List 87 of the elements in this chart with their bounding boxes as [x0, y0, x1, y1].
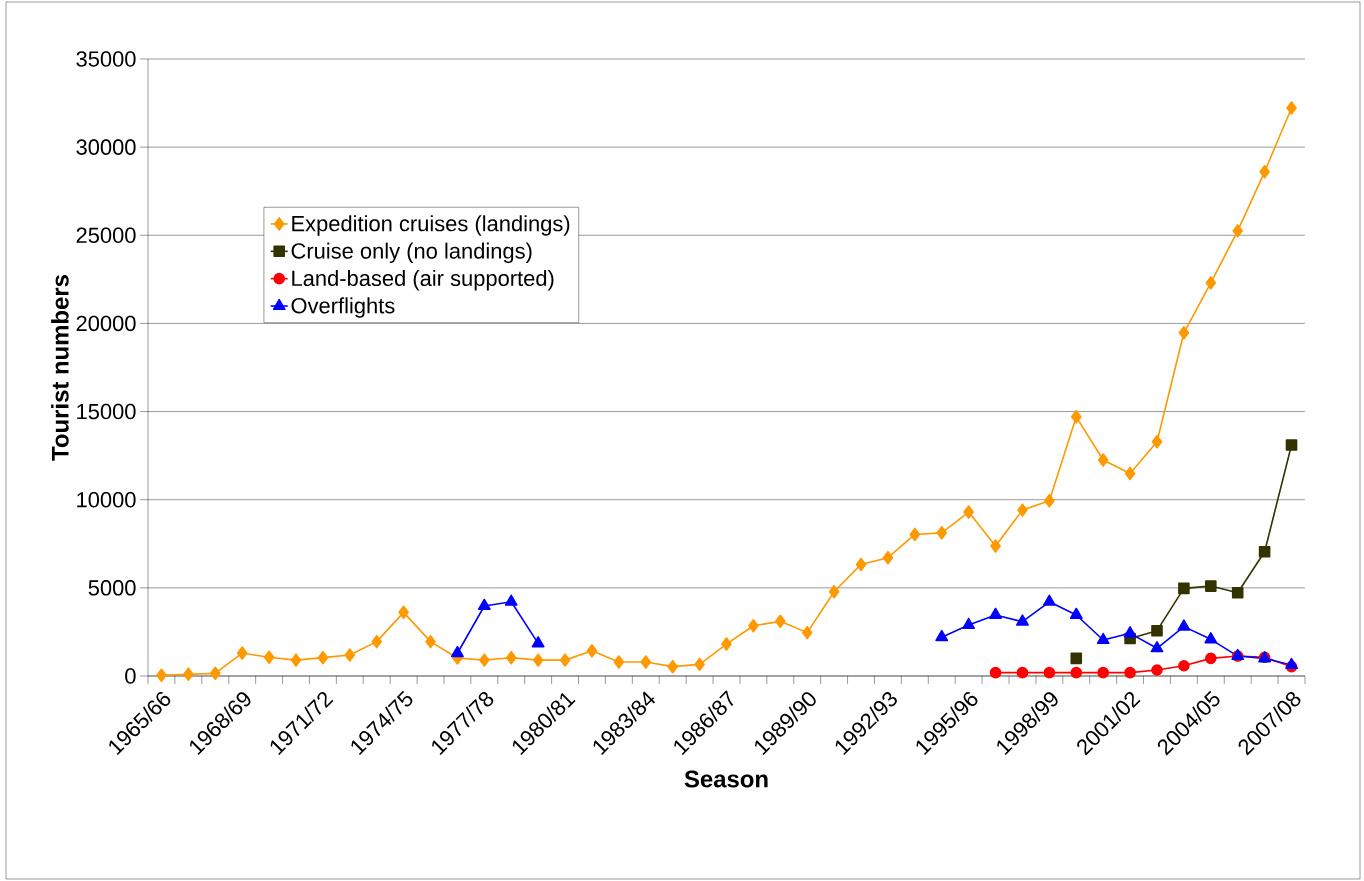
point	[532, 653, 544, 667]
point	[1286, 101, 1297, 115]
point	[855, 557, 867, 572]
point	[1178, 659, 1190, 672]
point	[1285, 439, 1298, 451]
point	[317, 650, 329, 665]
y-tick-label: 25000	[76, 227, 136, 244]
point	[371, 634, 383, 649]
point	[801, 625, 813, 640]
point	[1123, 626, 1137, 638]
point	[828, 584, 840, 599]
point	[1097, 453, 1109, 467]
legend-label: Cruise only (no landings)	[291, 242, 532, 264]
point	[936, 526, 948, 540]
point	[156, 668, 167, 683]
point	[1124, 466, 1136, 481]
point	[667, 659, 678, 674]
point	[236, 646, 248, 660]
legend-label: Expedition cruises (landings)	[292, 215, 570, 236]
point	[505, 650, 517, 665]
x-axis-title: Season	[684, 770, 768, 788]
point	[183, 667, 194, 682]
point	[1205, 652, 1217, 665]
point	[1177, 619, 1191, 631]
y-axis-title: Tourist numbers	[51, 275, 69, 461]
point	[775, 614, 786, 629]
y-tick-label: 35000	[76, 51, 136, 67]
legend-label: Overflights	[291, 297, 395, 318]
point	[1204, 632, 1218, 644]
point	[1016, 666, 1029, 679]
point	[398, 605, 409, 620]
point	[1070, 652, 1083, 665]
point	[1178, 582, 1190, 595]
point	[962, 617, 976, 630]
point	[1096, 632, 1110, 645]
point	[989, 666, 1002, 679]
y-tick-label: 30000	[76, 139, 136, 155]
point	[640, 655, 652, 669]
point	[1097, 666, 1109, 679]
point	[1069, 607, 1083, 620]
y-tick-label: 10000	[77, 491, 136, 508]
point	[1070, 410, 1082, 424]
point	[748, 618, 759, 633]
point	[209, 666, 221, 681]
point	[479, 653, 490, 667]
y-tick-label: 0	[125, 668, 136, 684]
point	[694, 657, 705, 672]
point	[344, 648, 356, 662]
point	[990, 539, 1001, 553]
point	[1016, 614, 1029, 626]
point	[451, 645, 464, 658]
point	[1043, 666, 1056, 679]
point	[1232, 224, 1244, 238]
point	[1044, 493, 1055, 508]
point	[935, 629, 949, 642]
point	[559, 653, 571, 667]
y-tick-label: 5000	[88, 580, 136, 596]
point	[1178, 325, 1190, 340]
y-tick-label: 20000	[76, 315, 136, 332]
legend-label: Land-based (air supported)	[292, 269, 554, 291]
point	[504, 594, 518, 606]
point	[1151, 434, 1163, 449]
point	[909, 527, 921, 542]
point	[963, 505, 974, 519]
point	[1017, 503, 1028, 517]
point	[1151, 624, 1163, 637]
point	[1205, 580, 1217, 592]
point	[1259, 165, 1270, 179]
point	[1258, 545, 1271, 558]
point	[1070, 666, 1083, 679]
point	[586, 643, 598, 658]
point	[613, 655, 625, 669]
y-tick-label: 15000	[77, 403, 136, 420]
point	[1231, 586, 1244, 599]
point	[425, 634, 436, 649]
point	[721, 637, 732, 651]
point	[1205, 276, 1217, 290]
point	[1150, 641, 1164, 653]
point	[989, 607, 1002, 620]
point	[290, 653, 302, 667]
point	[1151, 664, 1163, 676]
point	[263, 650, 275, 665]
point	[477, 598, 491, 611]
point	[531, 636, 545, 648]
point	[1042, 594, 1056, 606]
point	[1124, 666, 1136, 679]
point	[882, 550, 894, 565]
